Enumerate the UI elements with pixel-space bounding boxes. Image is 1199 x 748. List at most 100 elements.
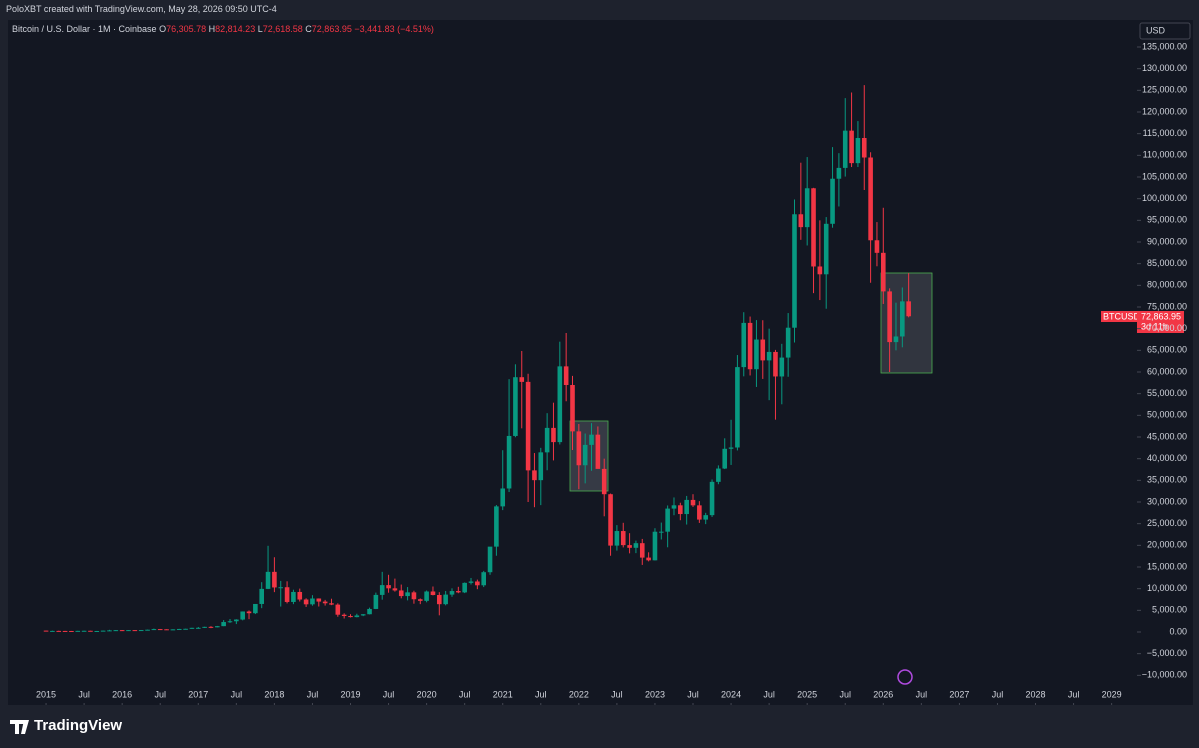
- candle-body: [652, 531, 658, 561]
- y-tick-label: 10,000.00: [1147, 583, 1187, 593]
- candle-body: [620, 531, 626, 546]
- candle-body: [880, 252, 886, 292]
- candle-body: [614, 531, 620, 546]
- symbol-tag: [1101, 311, 1137, 322]
- price-tag: [1137, 311, 1184, 333]
- candle-body: [430, 591, 436, 595]
- x-tick-label: Jul: [231, 689, 243, 699]
- candle-body: [475, 581, 480, 586]
- y-tick-label: 5,000.00: [1152, 605, 1187, 615]
- candle-body: [785, 327, 791, 358]
- quote-label: H: [208, 24, 216, 34]
- candle-body: [665, 508, 670, 532]
- candle-body: [646, 557, 651, 561]
- x-tick-label: 2024: [721, 689, 741, 699]
- y-tick-label: 95,000.00: [1147, 215, 1187, 225]
- candle-body: [576, 431, 582, 466]
- candle-body: [697, 505, 702, 520]
- candle-body: [284, 587, 290, 602]
- candle-body: [544, 427, 550, 453]
- candle-body: [551, 427, 556, 443]
- candle-body: [411, 592, 417, 600]
- candle-body: [215, 626, 220, 628]
- x-tick-label: Jul: [839, 689, 851, 699]
- y-tick-label: 80,000.00: [1147, 280, 1187, 290]
- candle-body: [88, 630, 93, 632]
- y-tick-label: 50,000.00: [1147, 410, 1187, 420]
- candle-body: [861, 138, 867, 158]
- candle-body: [900, 301, 905, 337]
- candle-body: [316, 598, 322, 602]
- currency: USD: [1146, 25, 1166, 35]
- candle-body: [94, 630, 100, 632]
- candle-body: [386, 585, 391, 589]
- candle-body: [836, 167, 842, 179]
- candle-body: [804, 188, 810, 228]
- candle-body: [608, 494, 613, 546]
- candle-body: [830, 178, 835, 224]
- candle-body: [322, 601, 328, 604]
- y-tick-label: −5,000.00: [1147, 648, 1187, 658]
- candle-body: [297, 591, 303, 600]
- x-tick-label: 2027: [949, 689, 969, 699]
- x-tick-label: Jul: [307, 689, 319, 699]
- x-tick-label: 2022: [569, 689, 589, 699]
- candle-body: [595, 434, 601, 469]
- candle-body: [513, 377, 518, 436]
- candle-body: [811, 188, 816, 267]
- x-tick-label: Jul: [992, 689, 1004, 699]
- y-tick-label: 120,000.00: [1142, 106, 1187, 116]
- candle-body: [157, 629, 163, 631]
- candle-body: [113, 630, 119, 632]
- candle-body: [272, 571, 277, 588]
- y-tick-label: 55,000.00: [1147, 388, 1187, 398]
- candle-body: [424, 591, 429, 601]
- x-tick-label: Jul: [1068, 689, 1080, 699]
- candle-body: [437, 594, 442, 605]
- candle-body: [849, 130, 854, 164]
- y-tick-label: 0.00: [1169, 626, 1187, 636]
- candle-body: [208, 626, 214, 628]
- candle-body: [868, 157, 873, 241]
- candle-body: [62, 630, 68, 632]
- candle-body: [354, 615, 360, 618]
- candle-body: [481, 572, 487, 586]
- symbol: BTCUSD: [1103, 311, 1141, 321]
- icon: [897, 669, 913, 685]
- y-tick-label: 70,000.00: [1147, 323, 1187, 333]
- candle-body: [842, 130, 848, 168]
- price-axis: [1137, 20, 1193, 705]
- candle-body: [107, 630, 112, 632]
- x-tick-label: Jul: [78, 689, 90, 699]
- y-tick-label: 75,000.00: [1147, 301, 1187, 311]
- candle-body: [43, 630, 49, 632]
- candle-body: [367, 608, 372, 615]
- candle-body: [56, 630, 62, 632]
- candle-body: [887, 291, 892, 343]
- quote-value: 76,305.78: [166, 24, 207, 34]
- candle-body: [417, 599, 423, 601]
- candle-body: [145, 629, 150, 631]
- y-tick-label: 125,000.00: [1142, 85, 1187, 95]
- last-price: 72,863.95: [1141, 311, 1181, 321]
- candle-body: [798, 214, 804, 228]
- y-tick-label: 110,000.00: [1143, 150, 1187, 160]
- candle-body: [449, 591, 455, 595]
- y-tick-label: 25,000.00: [1147, 518, 1187, 528]
- y-tick-label: 65,000.00: [1147, 345, 1187, 355]
- quote-value: 72,618.58: [262, 24, 303, 34]
- candle-body: [468, 581, 474, 583]
- candle-body: [151, 629, 157, 631]
- candle-body: [462, 582, 467, 593]
- candle-body: [747, 322, 753, 370]
- candle-body: [722, 448, 728, 469]
- range-box: [569, 420, 609, 492]
- candle-body: [563, 366, 569, 386]
- candle-body: [823, 223, 829, 275]
- candle-body: [703, 515, 708, 520]
- candle-body: [754, 339, 759, 370]
- candle-body: [132, 630, 138, 632]
- candle-body: [639, 543, 645, 558]
- y-tick-label: 40,000.00: [1147, 453, 1187, 463]
